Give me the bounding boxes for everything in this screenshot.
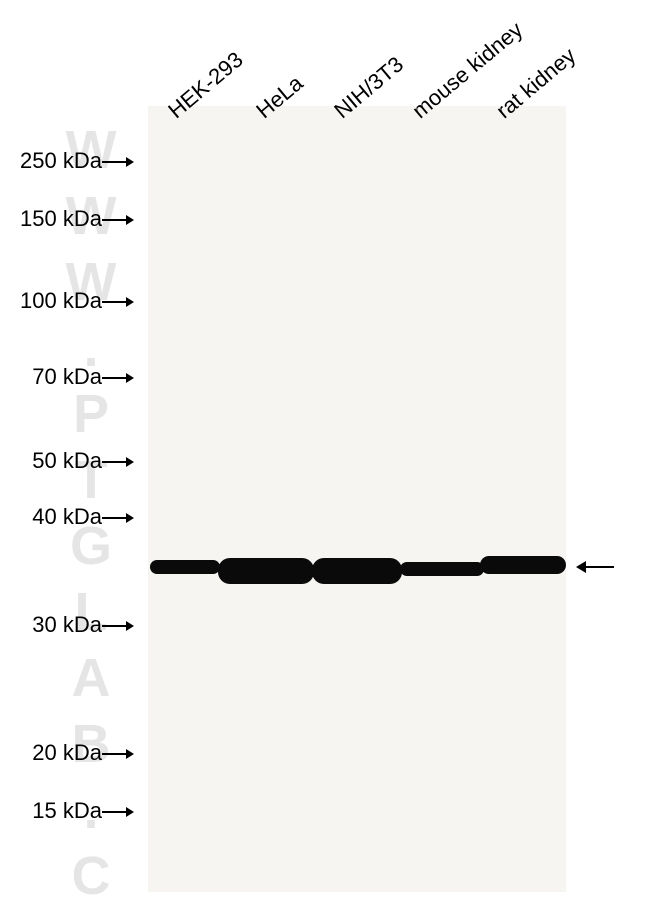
mw-label-text: 150 kDa [20,206,102,231]
arrow-right-icon [102,746,136,762]
arrow-right-icon [102,154,136,170]
mw-label-text: 50 kDa [32,448,102,473]
western-blot-figure: WWW.PTGLAB.COM HEK-293HeLaNIH/3T3mouse k… [0,0,650,903]
arrow-right-icon [102,510,136,526]
protein-band [312,558,402,584]
arrow-right-icon [102,804,136,820]
mw-label-text: 20 kDa [32,740,102,765]
mw-label: 15 kDa [6,798,136,824]
arrow-right-icon [102,454,136,470]
mw-label-text: 250 kDa [20,148,102,173]
mw-label-text: 15 kDa [32,798,102,823]
mw-label: 40 kDa [6,504,136,530]
arrow-right-icon [102,618,136,634]
arrow-right-icon [102,294,136,310]
mw-label: 30 kDa [6,612,136,638]
protein-band [218,558,314,584]
mw-label-text: 40 kDa [32,504,102,529]
mw-label: 70 kDa [6,364,136,390]
protein-band [480,556,566,574]
mw-label-text: 70 kDa [32,364,102,389]
arrow-right-icon [102,212,136,228]
mw-label: 20 kDa [6,740,136,766]
mw-label-text: 30 kDa [32,612,102,637]
mw-label: 150 kDa [6,206,136,232]
arrow-left-icon [574,558,616,576]
mw-label-text: 100 kDa [20,288,102,313]
mw-label: 250 kDa [6,148,136,174]
arrow-right-icon [102,370,136,386]
mw-label: 100 kDa [6,288,136,314]
blot-membrane [148,106,566,892]
protein-band [400,562,484,576]
band-indicator-arrow [574,558,616,581]
protein-band [150,560,220,574]
mw-label: 50 kDa [6,448,136,474]
